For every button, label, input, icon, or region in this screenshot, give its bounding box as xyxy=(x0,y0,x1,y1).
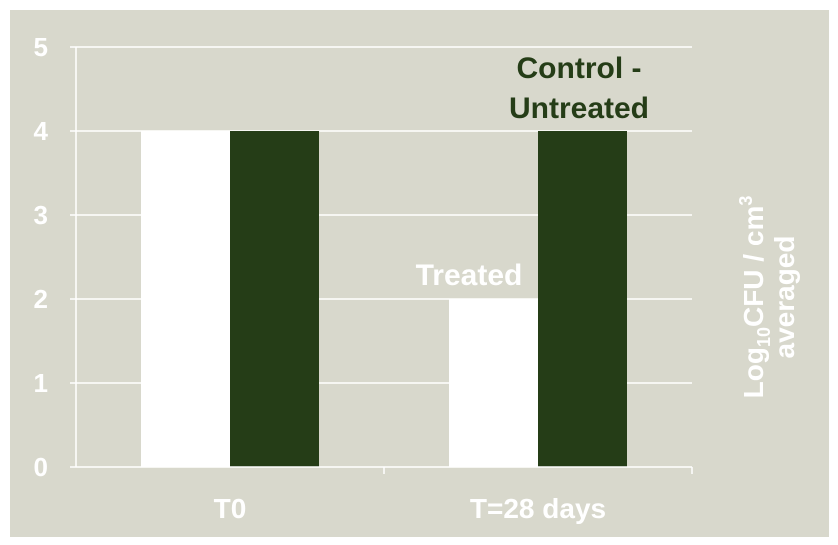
bar-treated-0 xyxy=(141,131,230,467)
axes xyxy=(75,47,693,474)
bars xyxy=(141,131,627,467)
y-tick-labels: 0 1 2 3 4 5 xyxy=(34,32,76,482)
y-tick-label: 4 xyxy=(34,116,49,146)
bar-control-0 xyxy=(230,131,319,467)
x-category-label: T=28 days xyxy=(470,493,606,524)
y-tick-label: 3 xyxy=(34,200,48,230)
y-axis-label-log: Log xyxy=(738,347,769,398)
bar-treated-1 xyxy=(449,299,538,467)
y-axis-label-subscript: 10 xyxy=(754,327,774,347)
annotation-treated: Treated xyxy=(416,259,523,292)
y-axis-label-superscript: 3 xyxy=(736,196,756,206)
y-axis-label-line2: averaged xyxy=(769,236,800,359)
y-axis-label: Log10CFU / cm3 averaged xyxy=(736,196,800,399)
y-tick-label: 0 xyxy=(34,452,48,482)
bar-control-1 xyxy=(538,131,627,467)
annotation-control-line2: Untreated xyxy=(509,92,649,125)
y-tick-label: 1 xyxy=(34,368,48,398)
annotation-control-line1: Control - xyxy=(517,52,642,85)
y-axis-label-unit: CFU / cm xyxy=(738,206,769,327)
y-tick-label: 2 xyxy=(34,284,48,314)
x-category-labels: T0 T=28 days xyxy=(214,493,606,524)
svg-text:Log10CFU / cm3: Log10CFU / cm3 xyxy=(736,196,774,399)
x-category-label: T0 xyxy=(214,493,247,524)
y-tick-label: 5 xyxy=(34,32,48,62)
